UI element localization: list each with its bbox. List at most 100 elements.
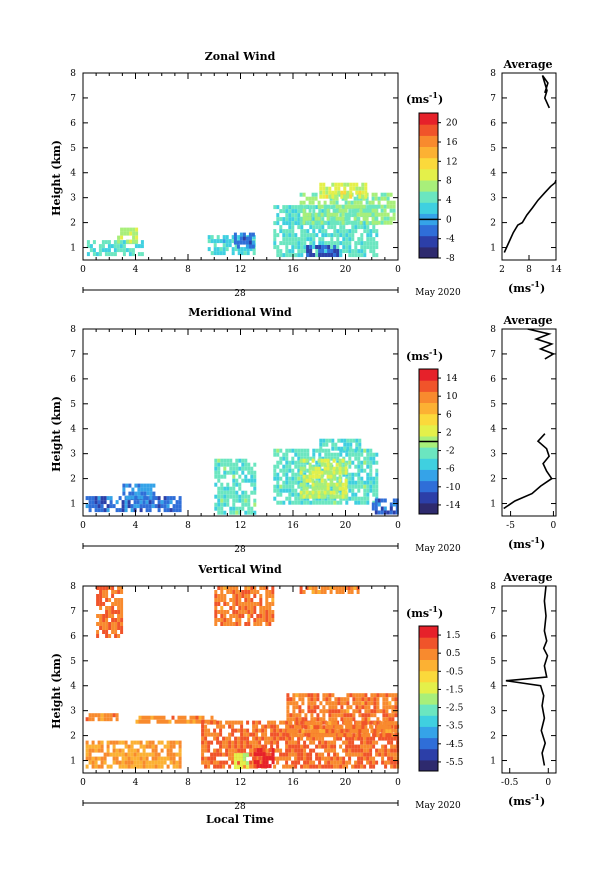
data-cell (319, 182, 323, 187)
panel-zonal: Zonal Wind Height (km) Average May 2020 … (50, 50, 553, 299)
data-cell (237, 251, 241, 256)
data-cell (271, 756, 275, 761)
colorbar-swatch (419, 424, 438, 437)
data-cell (85, 752, 89, 757)
data-cell (331, 182, 335, 187)
data-cell (358, 697, 362, 702)
data-cell (244, 610, 248, 614)
data-cell (220, 606, 224, 610)
data-cell (262, 764, 266, 769)
data-cell (340, 709, 344, 714)
data-cell (120, 622, 124, 626)
data-cell (268, 756, 272, 761)
data-cell (346, 438, 350, 443)
data-cell (279, 456, 283, 461)
data-cell (314, 470, 318, 475)
data-cell (362, 208, 366, 213)
data-cell (228, 736, 232, 741)
data-cell (370, 729, 374, 734)
data-cell (273, 732, 277, 737)
avg-profile-line-upper (527, 328, 556, 360)
data-cell (100, 748, 104, 753)
data-cell (308, 466, 312, 471)
data-cell (336, 764, 340, 769)
data-cell (112, 748, 116, 753)
data-cell (285, 740, 289, 745)
data-cell (226, 590, 230, 594)
data-cell (247, 462, 251, 467)
data-cell (361, 190, 365, 195)
data-cell (369, 221, 373, 226)
data-cell (303, 748, 307, 753)
data-cell (282, 253, 286, 258)
data-cell (217, 490, 221, 495)
data-cell (110, 244, 114, 249)
data-cell (88, 760, 92, 765)
data-cell (374, 216, 378, 221)
data-cell (319, 725, 323, 730)
data-cell (99, 602, 103, 606)
data-cell (321, 225, 325, 230)
data-cell (207, 247, 211, 252)
data-cell (380, 204, 384, 209)
data-cell (98, 252, 102, 257)
data-cell (354, 241, 358, 246)
data-cell (214, 590, 218, 594)
data-cell (369, 488, 373, 493)
data-cell (363, 245, 367, 250)
data-cell (157, 740, 161, 745)
data-cell (238, 482, 242, 487)
data-cell (94, 500, 98, 505)
data-cell (216, 760, 220, 765)
data-cell (96, 630, 100, 634)
data-cell (152, 495, 156, 500)
data-cell (282, 720, 286, 725)
data-cell (288, 736, 292, 741)
data-cell (305, 490, 309, 495)
data-cell (276, 452, 280, 457)
data-cell (102, 602, 106, 606)
data-cell (285, 744, 289, 749)
data-cell (331, 693, 335, 698)
data-cell (325, 701, 329, 706)
data-cell (100, 713, 104, 718)
data-cell (220, 462, 224, 467)
data-cell (137, 483, 141, 488)
data-cell (390, 764, 394, 769)
data-cell (273, 464, 277, 469)
data-cell (288, 229, 292, 234)
data-cell (359, 212, 363, 217)
data-cell (285, 484, 289, 489)
data-cell (325, 697, 329, 702)
data-cell (297, 484, 301, 489)
data-cell (360, 249, 364, 254)
data-cell (228, 724, 232, 729)
data-cell (331, 713, 335, 718)
data-cell (114, 630, 118, 634)
data-cell (321, 720, 325, 725)
data-cell (128, 491, 132, 496)
data-cell (306, 744, 310, 749)
data-cell (310, 701, 314, 706)
data-cell (312, 237, 316, 242)
data-cell (156, 715, 160, 720)
data-cell (378, 736, 382, 741)
data-cell (294, 241, 298, 246)
data-cell (358, 713, 362, 718)
data-cell (207, 748, 211, 753)
data-cell (364, 725, 368, 730)
data-cell (349, 182, 353, 187)
data-cell (369, 752, 373, 757)
data-cell (216, 247, 220, 252)
data-cell (250, 586, 254, 590)
data-cell (288, 480, 292, 485)
data-cell (276, 221, 280, 226)
data-cell (294, 460, 298, 465)
data-cell (344, 470, 348, 475)
data-cell (334, 729, 338, 734)
data-cell (178, 740, 182, 745)
data-cell (375, 229, 379, 234)
data-cell (276, 732, 280, 737)
data-cell (345, 452, 349, 457)
data-cell (372, 456, 376, 461)
